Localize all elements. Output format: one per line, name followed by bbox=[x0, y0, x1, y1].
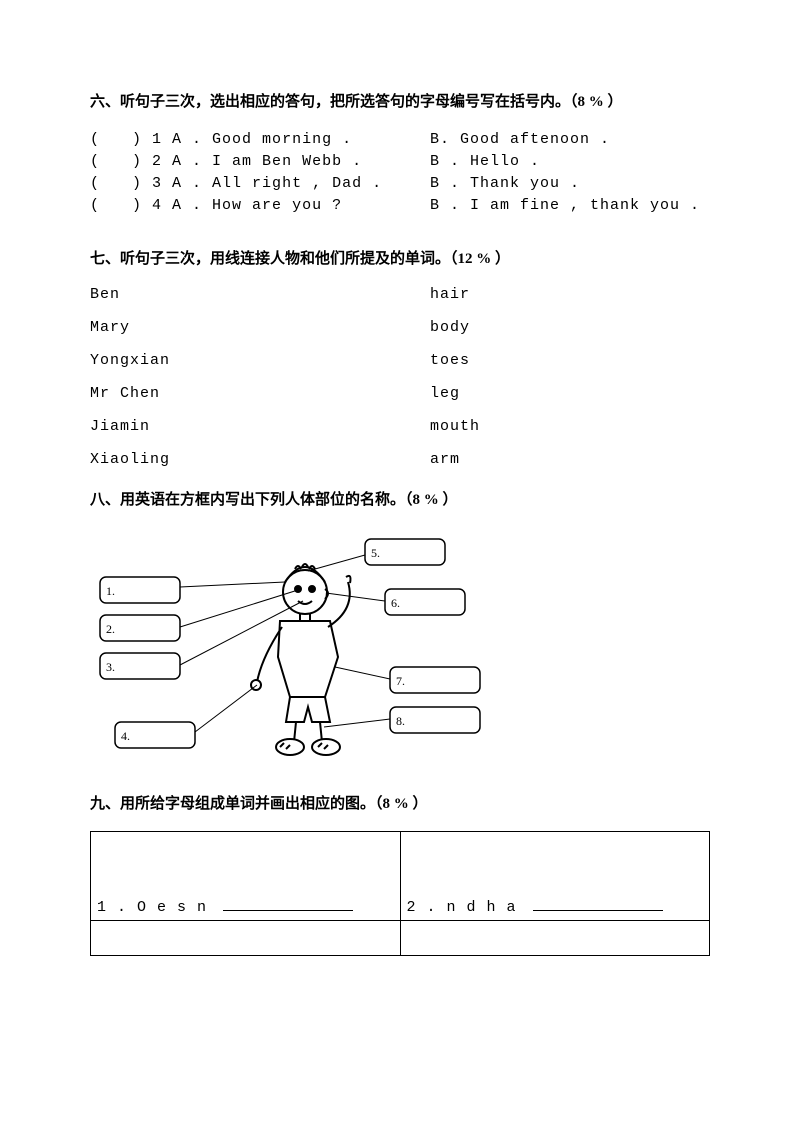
q6-left: ( ) 1 A . Good morning . bbox=[90, 129, 430, 151]
label-4: 4. bbox=[121, 729, 130, 743]
q6-bracket: ( ) bbox=[90, 153, 152, 170]
q7-row: Ben hair bbox=[90, 286, 710, 303]
q7-name: Mary bbox=[90, 319, 430, 336]
label-box-6: 6. bbox=[326, 589, 465, 615]
q7-row: Xiaoling arm bbox=[90, 451, 710, 468]
section-seven-title: 七、听句子三次，用线连接人物和他们所提及的单词。（12 % ） bbox=[90, 247, 710, 268]
label-2: 2. bbox=[106, 622, 115, 636]
q6-row: ( ) 3 A . All right , Dad . B . Thank yo… bbox=[90, 173, 710, 195]
q6-row: ( ) 1 A . Good morning . B. Good aftenoo… bbox=[90, 129, 710, 151]
q7-word: toes bbox=[430, 352, 710, 369]
section-six-list: ( ) 1 A . Good morning . B. Good aftenoo… bbox=[90, 129, 710, 217]
q6-opt-a: A . All right , Dad . bbox=[172, 175, 382, 192]
q6-opt-b: B . Hello . bbox=[430, 151, 710, 173]
q6-opt-a: A . I am Ben Webb . bbox=[172, 153, 362, 170]
q6-opt-a: A . How are you ? bbox=[172, 197, 342, 214]
label-box-7: 7. bbox=[335, 667, 480, 693]
q6-left: ( ) 2 A . I am Ben Webb . bbox=[90, 151, 430, 173]
q6-row: ( ) 4 A . How are you ? B . I am fine , … bbox=[90, 195, 710, 217]
q9-text-2: 2 . n d h a bbox=[407, 899, 517, 916]
q6-num: 2 bbox=[152, 153, 162, 170]
q7-row: Mary body bbox=[90, 319, 710, 336]
q7-word: hair bbox=[430, 286, 710, 303]
q6-num: 4 bbox=[152, 197, 162, 214]
q6-opt-b: B . I am fine , thank you . bbox=[430, 195, 710, 217]
label-8: 8. bbox=[396, 714, 405, 728]
q7-name: Jiamin bbox=[90, 418, 430, 435]
q6-left: ( ) 4 A . How are you ? bbox=[90, 195, 430, 217]
q7-name: Ben bbox=[90, 286, 430, 303]
q7-row: Yongxian toes bbox=[90, 352, 710, 369]
q9-blank-1[interactable] bbox=[223, 898, 353, 911]
section-six-title: 六、听句子三次，选出相应的答句，把所选答句的字母编号写在括号内。（8 % ） bbox=[90, 90, 710, 111]
q6-num: 1 bbox=[152, 131, 162, 148]
label-1: 1. bbox=[106, 584, 115, 598]
q7-word: mouth bbox=[430, 418, 710, 435]
label-box-1: 1. bbox=[100, 577, 285, 603]
label-5: 5. bbox=[371, 546, 380, 560]
q9-blank-2[interactable] bbox=[533, 898, 663, 911]
q7-word: arm bbox=[430, 451, 710, 468]
q6-bracket: ( ) bbox=[90, 197, 152, 214]
label-6: 6. bbox=[391, 596, 400, 610]
q6-opt-a: A . Good morning . bbox=[172, 131, 352, 148]
q9-cell-1: 1 . O e s n bbox=[91, 832, 401, 921]
label-box-4: 4. bbox=[115, 685, 257, 748]
section-eight-title: 八、用英语在方框内写出下列人体部位的名称。（8 % ） bbox=[90, 488, 710, 509]
q6-bracket: ( ) bbox=[90, 131, 152, 148]
label-box-5: 5. bbox=[308, 539, 445, 571]
q7-word: leg bbox=[430, 385, 710, 402]
label-7: 7. bbox=[396, 674, 405, 688]
q6-bracket: ( ) bbox=[90, 175, 152, 192]
q9-cell-2: 2 . n d h a bbox=[400, 832, 710, 921]
label-box-8: 8. bbox=[324, 707, 480, 733]
label-3: 3. bbox=[106, 660, 115, 674]
section-seven-list: Ben hair Mary body Yongxian toes Mr Chen… bbox=[90, 286, 710, 468]
section-nine-table: 1 . O e s n 2 . n d h a bbox=[90, 831, 710, 956]
q6-opt-b: B. Good aftenoon . bbox=[430, 129, 710, 151]
q7-row: Mr Chen leg bbox=[90, 385, 710, 402]
body-parts-figure: 1. 2. 3. 4. bbox=[90, 527, 710, 772]
q7-row: Jiamin mouth bbox=[90, 418, 710, 435]
q6-left: ( ) 3 A . All right , Dad . bbox=[90, 173, 430, 195]
q9-cell-lower-1 bbox=[91, 921, 401, 956]
q6-num: 3 bbox=[152, 175, 162, 192]
q7-name: Xiaoling bbox=[90, 451, 430, 468]
q7-name: Mr Chen bbox=[90, 385, 430, 402]
q9-text-1: 1 . O e s n bbox=[97, 899, 207, 916]
q6-opt-b: B . Thank you . bbox=[430, 173, 710, 195]
section-nine-title: 九、用所给字母组成单词并画出相应的图。（8 % ） bbox=[90, 792, 710, 813]
q6-row: ( ) 2 A . I am Ben Webb . B . Hello . bbox=[90, 151, 710, 173]
q7-word: body bbox=[430, 319, 710, 336]
q7-name: Yongxian bbox=[90, 352, 430, 369]
q9-cell-lower-2 bbox=[400, 921, 710, 956]
